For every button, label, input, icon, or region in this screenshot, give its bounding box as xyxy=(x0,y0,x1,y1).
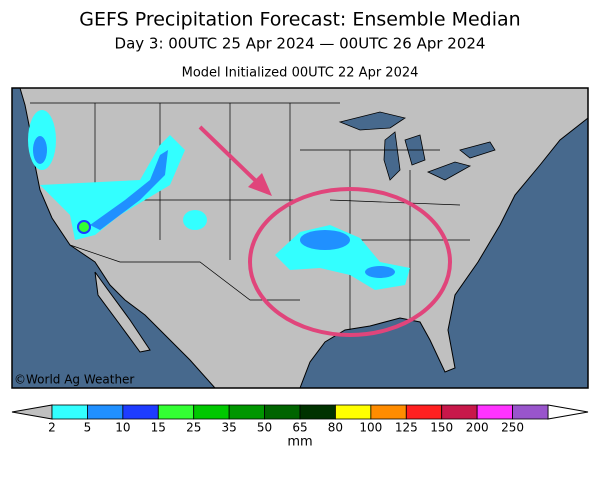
color-swatch xyxy=(193,404,230,420)
subtitle: Day 3: 00UTC 25 Apr 2024 — 00UTC 26 Apr … xyxy=(115,35,486,53)
color-swatch xyxy=(370,404,407,420)
color-swatch xyxy=(87,404,124,420)
colorbar: 2 5 10 15 25 35 50 65 80 100 125 150 200 250 xyxy=(11,404,589,435)
great-lakes xyxy=(338,111,496,181)
baja xyxy=(94,271,151,353)
color-swatch xyxy=(476,404,513,420)
color-swatch xyxy=(264,404,301,420)
colorbar-tick-label: 125 xyxy=(395,421,418,435)
color-swatch xyxy=(335,404,372,420)
title: GEFS Precipitation Forecast: Ensemble Me… xyxy=(79,9,520,31)
color-swatch xyxy=(51,404,88,420)
colorbar-tick-label: 50 xyxy=(257,421,272,435)
color-swatch xyxy=(228,404,265,420)
color-swatch xyxy=(405,404,443,420)
color-swatch xyxy=(122,404,159,420)
color-swatch xyxy=(441,404,478,420)
credit: ©World Ag Weather xyxy=(14,373,134,387)
color-swatch xyxy=(512,404,549,420)
colorbar-tick-label: 100 xyxy=(359,421,382,435)
colorbar-unit: mm xyxy=(287,435,312,450)
colorbar-tick-label: 200 xyxy=(466,421,489,435)
colorbar-tick-label: 150 xyxy=(430,421,453,435)
highlight-ellipse xyxy=(248,187,452,337)
highlight-arrow xyxy=(198,125,272,196)
below-arrow xyxy=(11,404,53,420)
color-swatch xyxy=(299,404,336,420)
map: ©World Ag Weather xyxy=(11,87,589,389)
map-frame xyxy=(11,87,589,389)
colorbar-tick-label: 2 xyxy=(48,421,56,435)
colorbar-tick-label: 250 xyxy=(501,421,524,435)
colorbar-tick-label: 80 xyxy=(328,421,343,435)
colorbar-tick-label: 35 xyxy=(222,421,237,435)
above-arrow xyxy=(547,404,589,420)
colorbar-tick-label: 10 xyxy=(115,421,130,435)
colorbar-tick-label: 25 xyxy=(186,421,201,435)
color-swatch xyxy=(157,404,195,420)
colorbar-tick-label: 65 xyxy=(292,421,307,435)
colorbar-tick-label: 15 xyxy=(151,421,166,435)
initialized: Model Initialized 00UTC 22 Apr 2024 xyxy=(182,66,419,81)
colorbar-tick-label: 5 xyxy=(84,421,92,435)
precipitation xyxy=(28,110,410,290)
